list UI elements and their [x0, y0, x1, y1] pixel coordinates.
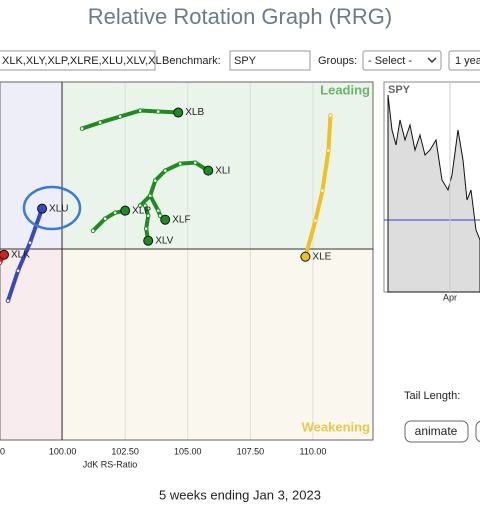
series-label: XLP: [132, 205, 151, 216]
tail-point: [177, 161, 183, 166]
groups-select[interactable]: [362, 50, 442, 71]
groups-label: Groups:: [318, 55, 357, 67]
series-label: XLB: [185, 107, 204, 118]
tail-point: [192, 160, 198, 165]
footer-caption: 5 weeks ending Jan 3, 2023: [159, 487, 321, 502]
tail-length-label: Tail Length:: [404, 390, 460, 402]
weakening-quadrant: [62, 249, 373, 440]
head-point: [300, 251, 311, 262]
tail-point: [142, 203, 148, 208]
benchmark-label: Benchmark:: [162, 55, 221, 67]
tail-point: [143, 226, 149, 232]
tail-point: [102, 216, 108, 221]
head-point: [143, 235, 154, 246]
tail-point: [27, 240, 33, 246]
plot: Leading Weakening JdK RS-Ratio 50 100.00 1…: [0, 81, 374, 469]
tail-point: [313, 218, 318, 223]
spy-label: SPY: [388, 84, 411, 96]
head-point: [203, 165, 214, 176]
weakening-label: Weakening: [302, 419, 370, 434]
spy-price-line: [387, 94, 480, 293]
series-label: XLF: [172, 214, 190, 225]
tail-point: [97, 120, 103, 125]
tail: [148, 160, 211, 198]
tail-point: [147, 193, 153, 198]
period-select[interactable]: [448, 50, 480, 71]
tail: [80, 108, 181, 131]
tail: [91, 208, 128, 233]
symbols-input[interactable]: [0, 50, 156, 71]
tail-point: [152, 178, 158, 183]
tail-point: [112, 210, 118, 215]
tail: [143, 203, 151, 243]
improving-quadrant: [0, 82, 62, 249]
tail-point: [137, 203, 143, 208]
head-point: [37, 203, 48, 214]
x-tick-label: 100.00: [49, 446, 77, 456]
button[interactable]: [475, 420, 480, 443]
head-point: [0, 249, 10, 260]
tail-point: [328, 113, 333, 118]
plot-frame: [0, 81, 374, 441]
highlight-circle: [22, 185, 82, 231]
animate-button[interactable]: [404, 420, 469, 443]
tail-point: [155, 208, 161, 213]
series-label: XLV: [155, 235, 173, 246]
x-tick-label: 102.50: [111, 446, 139, 456]
series-label: XLE: [312, 251, 331, 262]
lagging-quadrant: [0, 249, 62, 440]
tail-point: [15, 268, 21, 274]
tail-point: [157, 213, 163, 218]
series-label: XLU: [49, 203, 68, 214]
tail-point: [145, 213, 151, 218]
tail-point: [326, 148, 331, 153]
x-tick-label: 105.00: [174, 446, 202, 456]
title: Relative Rotation Graph (RRG): [88, 4, 392, 29]
series-label: XLK: [11, 249, 30, 260]
dropdown-arrow: [427, 57, 437, 64]
tail-point: [117, 114, 123, 119]
series-label: XLI: [215, 165, 230, 176]
tail-point: [5, 298, 11, 304]
animate-text: animate: [415, 424, 458, 438]
benchmark-text: SPY: [234, 55, 257, 67]
symbols-text: XLK,XLY,XLP,XLRE,XLU,XLV,XL: [2, 55, 162, 67]
tail-point: [162, 168, 168, 173]
head-point: [173, 107, 184, 118]
head-point: [120, 205, 131, 216]
x-tick-label: 110.00: [299, 446, 326, 456]
benchmark-input[interactable]: [229, 50, 311, 71]
tail-point: [155, 109, 161, 114]
head-point: [160, 214, 171, 225]
tail-point: [90, 228, 96, 234]
tail-point: [0, 260, 3, 266]
tail-point: [137, 108, 143, 113]
leading-quadrant: [62, 82, 373, 249]
period-text: 1 yea: [455, 55, 480, 67]
x-tick-label: 50: [0, 446, 5, 456]
groups-text: - Select -: [368, 55, 412, 67]
leading-label: Leading: [320, 82, 370, 97]
x-axis-label: JdK RS-Ratio: [83, 459, 138, 469]
x-tick-label: 107.50: [237, 446, 265, 456]
spy-month: Apr: [443, 292, 457, 302]
tail-point: [320, 188, 325, 193]
tail-point: [79, 126, 85, 131]
